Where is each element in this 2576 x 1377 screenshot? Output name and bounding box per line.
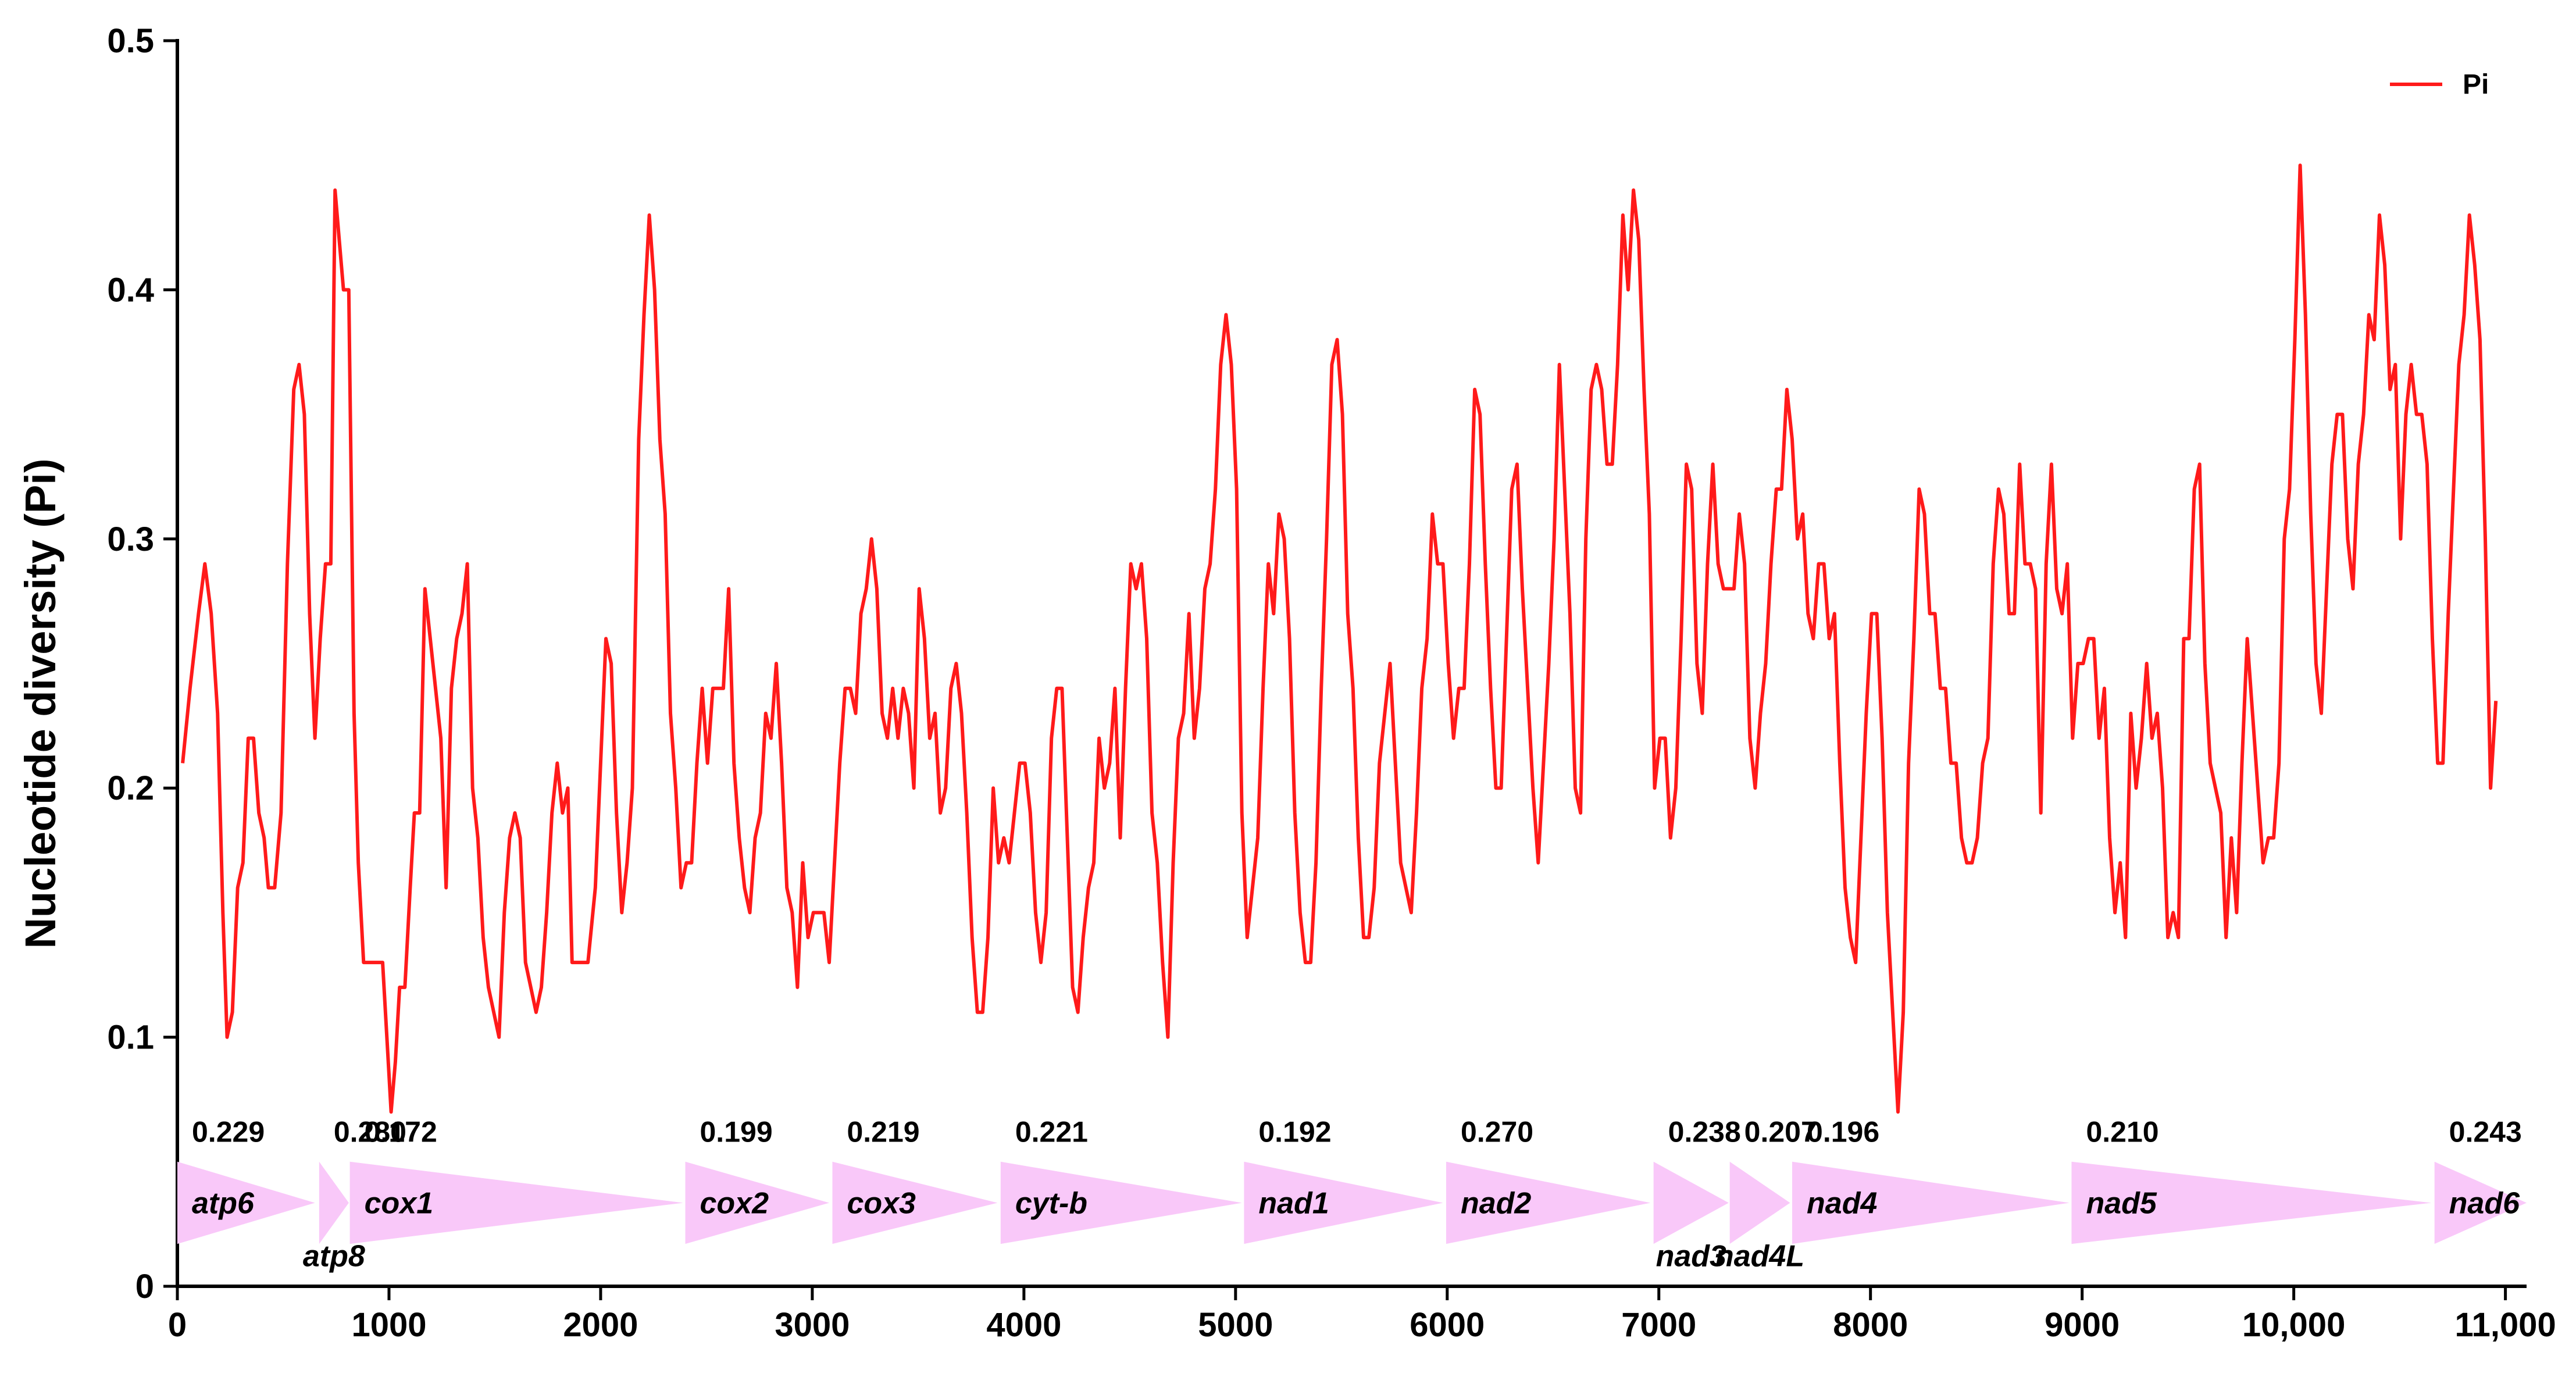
y-tick-label: 0.3 — [107, 520, 154, 558]
gene-nad4l — [1729, 1161, 1790, 1244]
x-tick-label: 11,000 — [2455, 1306, 2556, 1344]
gene-pi-value: 0.243 — [2449, 1116, 2522, 1148]
gene-name-label: cox2 — [700, 1186, 769, 1220]
gene-name-label: nad6 — [2449, 1186, 2520, 1220]
x-tick-label: 3000 — [775, 1306, 850, 1344]
y-axis: 0 0.1 0.2 0.3 0.4 0.5 — [107, 22, 179, 1305]
x-tick-label: 9000 — [2045, 1306, 2120, 1344]
series-layer — [181, 163, 2498, 1114]
gene-cox2 — [685, 1161, 830, 1244]
gene-pi-value: 0.207 — [1744, 1116, 1817, 1148]
gene-name-label: cyt-b — [1015, 1186, 1087, 1220]
gene-annotations: atp6 0.229 atp8 0.280 cox1 0.172 cox2 0.199 cox3… — [177, 1116, 2527, 1273]
gene-pi-value: 0.172 — [365, 1116, 437, 1148]
gene-pi-value: 0.219 — [847, 1116, 919, 1148]
y-tick-label: 0.4 — [107, 271, 154, 309]
gene-cox1 — [349, 1161, 683, 1244]
gene-nad6 — [2434, 1161, 2527, 1244]
gene-name-label: nad3 — [1656, 1240, 1726, 1273]
gene-name-label: cox3 — [847, 1186, 916, 1220]
x-tick-label: 2000 — [563, 1306, 638, 1344]
gene-name-label: nad4L — [1715, 1240, 1804, 1273]
gene-pi-value: 0.270 — [1461, 1116, 1533, 1148]
gene-pi-value: 0.199 — [700, 1116, 773, 1148]
gene-pi-value: 0.238 — [1668, 1116, 1741, 1148]
x-tick-label: 10,000 — [2242, 1306, 2345, 1344]
gene-nad5 — [2071, 1161, 2432, 1244]
legend-label: Pi — [2463, 69, 2489, 100]
gene-pi-value: 0.210 — [2086, 1116, 2158, 1148]
gene-atp6 — [177, 1161, 315, 1244]
x-tick-label: 6000 — [1410, 1306, 1485, 1344]
x-tick-label: 1000 — [351, 1306, 426, 1344]
series-line-pi — [181, 163, 2498, 1114]
x-tick-label: 0 — [168, 1306, 187, 1344]
gene-name-label: atp8 — [303, 1240, 365, 1273]
gene-name-label: nad2 — [1461, 1186, 1531, 1220]
y-axis-label: Nucleotide diversity (Pi) — [16, 459, 65, 949]
y-tick-label: 0 — [135, 1268, 154, 1305]
gene-pi-value: 0.280 — [334, 1116, 406, 1148]
gene-pi-value: 0.229 — [192, 1116, 265, 1148]
gene-nad1 — [1244, 1161, 1443, 1244]
gene-name-label: nad5 — [2086, 1186, 2157, 1220]
gene-pi-value: 0.192 — [1258, 1116, 1331, 1148]
x-tick-label: 4000 — [986, 1306, 1061, 1344]
gene-name-label: atp6 — [192, 1186, 255, 1220]
x-tick-label: 5000 — [1198, 1306, 1273, 1344]
gene-pi-value: 0.196 — [1807, 1116, 1879, 1148]
gene-name-label: cox1 — [365, 1186, 434, 1220]
y-tick-label: 0.5 — [107, 22, 154, 60]
gene-nad3 — [1653, 1161, 1729, 1244]
gene-cox3 — [832, 1161, 998, 1244]
x-tick-label: 7000 — [1621, 1306, 1696, 1344]
gene-pi-value: 0.221 — [1015, 1116, 1088, 1148]
gene-cyt-b — [1000, 1161, 1242, 1244]
gene-nad4 — [1792, 1161, 2070, 1244]
gene-atp8 — [319, 1161, 349, 1244]
legend: Pi — [2390, 69, 2489, 100]
x-tick-label: 8000 — [1833, 1306, 1908, 1344]
gene-name-label: nad1 — [1258, 1186, 1329, 1220]
y-tick-label: 0.1 — [107, 1019, 154, 1057]
x-axis: 0 1000 2000 3000 4000 5000 6000 7000 8000 9000 10,… — [168, 1285, 2556, 1344]
gene-nad2 — [1446, 1161, 1651, 1244]
y-tick-label: 0.2 — [107, 769, 154, 807]
gene-name-label: nad4 — [1807, 1186, 1877, 1220]
